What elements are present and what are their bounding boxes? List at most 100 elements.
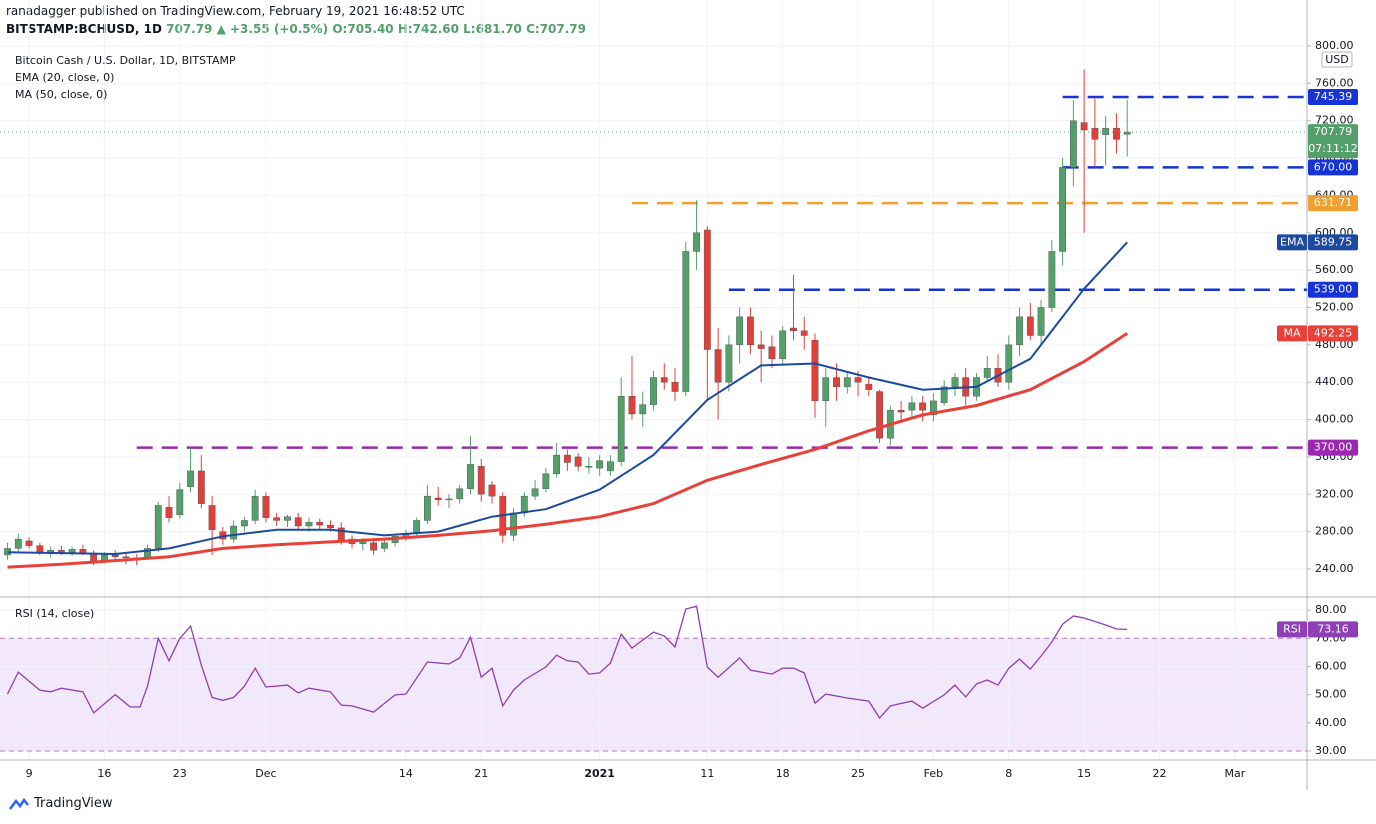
rsi-line	[6, 605, 1128, 720]
candle-body	[477, 466, 485, 495]
candle-body	[854, 377, 862, 383]
y-tick-label: 240.00	[1315, 562, 1354, 575]
candle-body	[154, 505, 162, 549]
candle-body	[208, 505, 216, 530]
candle-body	[36, 545, 44, 553]
y-tick-label: 800.00	[1315, 39, 1354, 52]
candle-body	[1080, 122, 1088, 131]
series-badge: MA	[1283, 326, 1300, 339]
candle-body	[725, 344, 733, 383]
rsi-title: RSI (14, close)	[15, 607, 94, 620]
candle-body	[187, 470, 194, 487]
y-tick-label: 760.00	[1315, 76, 1354, 89]
level-label-bg	[1308, 159, 1358, 176]
candle-body	[305, 522, 313, 527]
candle-body	[843, 377, 851, 388]
legend-entry: MA (50, close, 0)	[15, 88, 107, 101]
y-tick-label: 280.00	[1315, 525, 1354, 538]
candle-body	[1113, 127, 1120, 140]
candle-body	[617, 396, 625, 462]
x-tick-label: 16	[97, 767, 111, 780]
candle-body	[940, 386, 948, 403]
candle-body	[930, 400, 937, 416]
series-badge: RSI	[1283, 622, 1301, 635]
candle-body	[176, 489, 184, 516]
chart: 9 16 23 Dec 14 21 2021 11 18 25 Feb 8 15 22 Mar 240.00 2…	[0, 0, 1376, 790]
candle-body	[736, 316, 744, 346]
candle-body	[165, 507, 173, 518]
candle-body	[456, 488, 464, 500]
level-label-bg	[1308, 195, 1358, 212]
candle-body	[1005, 344, 1013, 383]
candle-body	[1037, 307, 1045, 336]
y-tick-label: 320.00	[1315, 487, 1354, 500]
candle-body	[251, 495, 259, 521]
currency: USD	[1325, 53, 1349, 66]
candle-body	[197, 470, 205, 504]
level-label: 370.00	[1314, 441, 1353, 454]
candle-body	[57, 550, 65, 553]
candle-body	[876, 391, 883, 439]
candle-body	[660, 377, 668, 383]
x-tick-label: 25	[851, 767, 865, 780]
candle-body	[370, 542, 377, 551]
candle-body	[682, 251, 690, 392]
y-tick-label: 560.00	[1315, 263, 1354, 276]
published-line: ranadagger published on TradingView.com,…	[6, 4, 465, 18]
candle-body	[1102, 127, 1110, 135]
candle-body	[240, 520, 248, 527]
y-tick-label: 50.00	[1315, 688, 1347, 701]
footer-text: TradingView	[34, 796, 113, 811]
candle-body	[671, 381, 679, 392]
x-tick-label: 21	[474, 767, 488, 780]
candle-body	[596, 460, 604, 469]
candle-body	[1016, 316, 1023, 346]
candle-body	[639, 404, 647, 415]
series-value-label: 589.75	[1314, 235, 1353, 248]
chart-title: Bitcoin Cash / U.S. Dollar, 1D, BITSTAMP	[15, 54, 236, 67]
candle-body	[327, 524, 334, 529]
level-label: 631.71	[1314, 196, 1353, 209]
candle-body	[380, 542, 388, 549]
candle-body	[757, 344, 765, 349]
x-tick-label: 2021	[584, 767, 615, 780]
candle-body	[714, 349, 722, 383]
x-tick-label: 9	[26, 767, 33, 780]
price-label: 707.79	[1314, 125, 1353, 138]
level-label: 539.00	[1314, 283, 1353, 296]
candle-body	[897, 410, 905, 413]
candle-body	[413, 520, 421, 534]
price: 707.79	[166, 22, 213, 36]
level-label-bg	[1308, 281, 1358, 298]
legend-entry: EMA (20, close, 0)	[15, 71, 114, 84]
candle-body	[230, 525, 238, 540]
level-label: 745.39	[1314, 90, 1353, 103]
series-value-label-bg	[1308, 621, 1358, 638]
price-badge-bg	[1308, 124, 1358, 159]
candle-body	[316, 522, 324, 526]
candle-body	[951, 377, 959, 388]
candle-body	[908, 402, 916, 411]
candle-body	[542, 473, 550, 489]
x-tick-label: 15	[1077, 767, 1091, 780]
candle-body	[111, 554, 119, 558]
quote-line: BITSTAMP:BCHUSD, 1D 707.79 ▲ +3.55 (+0.5…	[6, 22, 586, 36]
candle-body	[520, 495, 528, 514]
candle-body	[779, 330, 787, 360]
candle-body	[811, 339, 819, 402]
candle-body	[693, 232, 700, 252]
series-badge-bg	[1277, 621, 1307, 638]
candle-body	[445, 498, 453, 501]
series-value-label-bg	[1308, 234, 1358, 251]
y-tick-label: 400.00	[1315, 413, 1354, 426]
candle-body	[510, 512, 517, 536]
ticker: BITSTAMP:BCHUSD, 1D	[6, 22, 162, 36]
candle-body	[919, 402, 927, 411]
ohlc: O:705.40 H:742.60 L:681.70 C:707.79	[332, 22, 586, 36]
candle-body	[68, 549, 76, 553]
y-tick-label: 30.00	[1315, 744, 1347, 757]
x-tick-label: 18	[776, 767, 790, 780]
candle-body	[1091, 127, 1099, 140]
ma-line	[7, 332, 1129, 569]
